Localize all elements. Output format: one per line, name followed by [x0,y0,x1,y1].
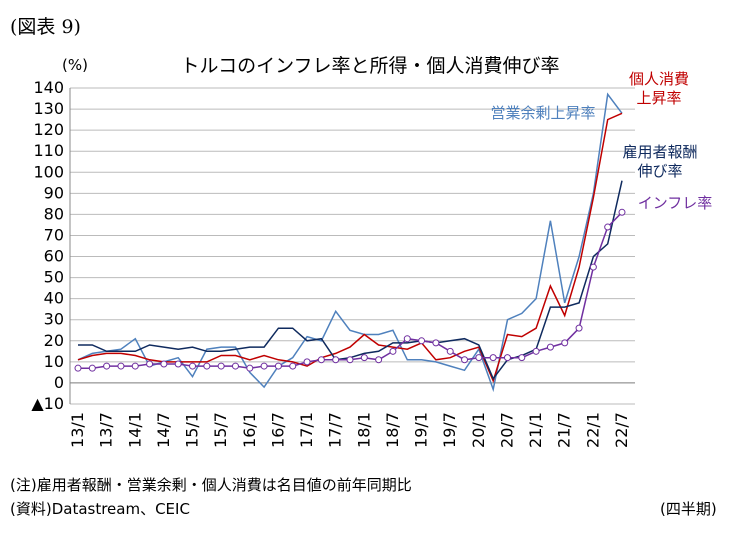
series-marker [604,223,612,231]
series-marker [461,356,469,364]
series-marker [403,335,411,343]
y-tick-label: 40 [44,289,64,308]
series-marker [360,354,368,362]
y-tick-label: 70 [44,225,64,244]
series-marker [74,364,82,372]
series-marker [589,263,597,271]
x-tick-label: 18/1 [354,412,373,448]
series-marker [260,362,268,370]
series-marker [503,354,511,362]
x-tick-label: 13/7 [97,412,116,448]
series-marker [117,362,125,370]
series-label: 個人消費上昇率 [628,70,689,107]
y-tick-label: 30 [44,310,64,329]
series-marker [289,362,297,370]
x-tick-label: 19/1 [412,412,431,448]
y-tick-label: 90 [44,183,64,202]
series-marker [446,347,454,355]
series-marker [174,360,182,368]
x-tick-label: 15/1 [183,412,202,448]
series-marker [303,358,311,366]
figure-label: (図表 9) [10,16,81,38]
series-marker [489,354,497,362]
series-marker [575,324,583,332]
series-marker [131,362,139,370]
y-tick-label: 10 [44,352,64,371]
series-marker [146,360,154,368]
series-marker [189,362,197,370]
series-marker [332,356,340,364]
y-axis-label: (%) [62,56,88,74]
series-marker [88,364,96,372]
series-marker [375,356,383,364]
x-tick-label: 19/7 [440,412,459,448]
y-tick-label: 80 [44,204,64,223]
y-tick-label: ▲10 [31,394,64,413]
series-marker [160,360,168,368]
x-tick-label: 17/1 [297,412,316,448]
series-marker [475,354,483,362]
series-marker [217,362,225,370]
y-tick-label: 130 [33,99,64,118]
series-marker [561,339,569,347]
series-marker [274,362,282,370]
series-marker [418,337,426,345]
series-marker [618,208,626,216]
series-label: インフレ率 [637,194,713,212]
x-tick-label: 20/1 [469,412,488,448]
chart-title: トルコのインフレ率と所得・個人消費伸び率 [180,55,559,77]
x-tick-label: 14/1 [125,412,144,448]
y-tick-label: 140 [33,78,64,97]
series-marker [231,362,239,370]
x-tick-label: 16/1 [240,412,259,448]
series-label: 雇用者報酬伸び率 [622,143,698,180]
series-line [78,180,623,381]
series-marker [532,347,540,355]
series-marker [346,356,354,364]
series-marker [389,347,397,355]
x-tick-label: 22/1 [583,412,602,448]
x-unit: (四半期) [660,500,717,518]
y-tick-label: 110 [33,141,64,160]
series-line [77,112,623,383]
x-tick-label: 13/1 [68,412,87,448]
series-marker [432,339,440,347]
source: (資料)Datastream、CEIC [10,500,190,518]
x-tick-label: 15/7 [211,412,230,448]
series-marker [518,354,526,362]
series-marker [546,343,554,351]
x-tick-label: 21/1 [526,412,545,448]
x-tick-label: 18/7 [383,412,402,448]
x-tick-label: 20/7 [497,412,516,448]
y-tick-label: 50 [44,268,64,287]
x-tick-label: 14/7 [154,412,173,448]
y-tick-label: 20 [44,331,64,350]
y-tick-label: 120 [33,120,64,139]
y-tick-label: 100 [33,162,64,181]
series-marker [246,364,254,372]
y-tick-label: 60 [44,247,64,266]
series-label: 営業余剰上昇率 [490,104,596,122]
note: (注)雇用者報酬・営業余剰・個人消費は名目値の前年同期比 [10,476,412,494]
series-marker [203,362,211,370]
series-line [77,92,623,393]
series-marker [317,356,325,364]
y-tick-label: 0 [54,373,64,392]
x-tick-label: 22/7 [612,412,631,448]
x-tick-label: 17/7 [326,412,345,448]
x-tick-label: 21/7 [555,412,574,448]
x-tick-label: 16/7 [268,412,287,448]
series-marker [103,362,111,370]
